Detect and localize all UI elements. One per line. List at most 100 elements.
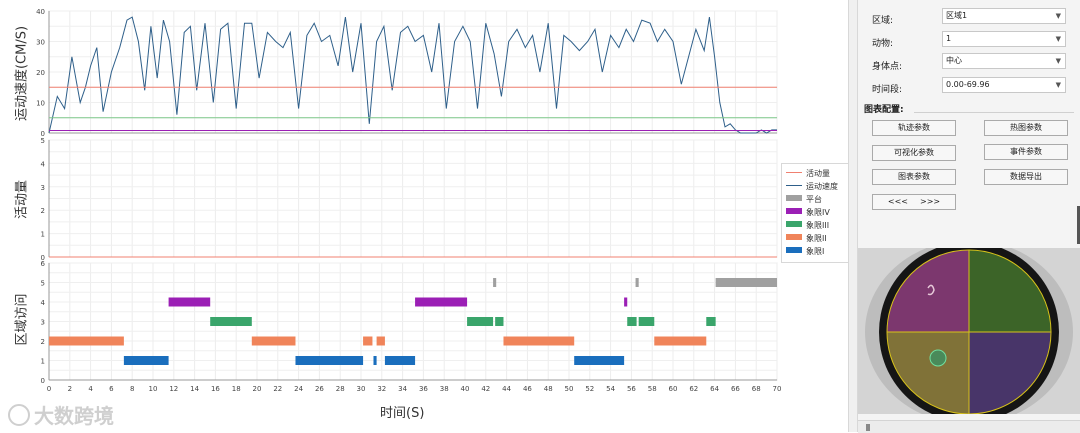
x-tick-label: 38 [440,385,449,393]
legend-swatch [786,221,802,227]
chevron-down-icon: ▼ [1055,81,1061,89]
zone-visit-bar [376,336,385,346]
event-params-button[interactable]: 事件参数 [984,144,1068,160]
chart-area: 0 10 20 30 40 0 1 2 3 4 5 0 1 2 3 4 5 6 0 2 4 6 8 10 12 14 16 18 20 2… [8,8,849,429]
animal-value: 1 [946,34,952,43]
chevron-down-icon: ▼ [1055,35,1061,43]
legend-label: 平台 [806,195,822,204]
body-point-value: 中心 [946,56,962,65]
next-button[interactable]: >>> [920,197,941,206]
watermark-logo-icon [8,403,30,426]
zone-visit-bar [635,278,639,287]
legend-swatch [786,234,802,240]
heatmap-params-button[interactable]: 热图参数 [984,120,1068,136]
panel-splitter[interactable] [848,0,858,432]
y-tick-label: 2 [41,207,45,215]
x-tick-label: 66 [731,385,740,393]
chevron-down-icon: ▼ [1055,57,1061,65]
x-tick-label: 54 [606,385,615,393]
speed-series-line [48,16,777,134]
zone-visit-bar [363,336,373,346]
y-tick-label: 0 [41,377,45,385]
x-tick-label: 42 [481,385,490,393]
zone-visit-bar [467,317,494,326]
x-tick-label: 32 [377,385,386,393]
zone-visit-bar [624,297,628,307]
panel-vscroll[interactable] [1077,206,1080,244]
zone-visit-bar [384,356,416,365]
zone-visit-bar [295,356,364,365]
zone-visit-bar [495,317,504,326]
visual-params-button[interactable]: 可视化参数 [872,145,956,161]
y-tick-label: 3 [41,319,45,327]
track-params-button[interactable]: 轨迹参数 [872,120,956,136]
x-tick-label: 52 [585,385,594,393]
x-tick-label: 40 [461,385,470,393]
x-tick-label: 56 [627,385,636,393]
region-select[interactable]: 区域1 ▼ [942,8,1066,24]
y-tick-label: 0 [41,254,45,262]
y-tick-label: 4 [41,299,46,307]
preview-hscroll[interactable] [858,420,1080,433]
animal-select[interactable]: 1 ▼ [942,31,1066,47]
zone-visit-bar [373,356,377,365]
x-tick-label: 20 [253,385,262,393]
x-tick-label: 60 [669,385,678,393]
x-tick-label: 22 [273,385,282,393]
watermark-text: 大数跨境 [34,404,114,428]
x-tick-label: 12 [169,385,178,393]
time-range-label: 时间段: [872,85,903,95]
y-tick-label: 6 [41,260,46,268]
x-tick-label: 16 [211,385,220,393]
y-tick-label: 5 [41,280,45,288]
x-tick-label: 36 [419,385,428,393]
zone-visit-bar [168,297,211,307]
x-tick-label: 4 [88,385,93,393]
chart-params-button[interactable]: 图表参数 [872,169,956,185]
x-tick-label: 30 [357,385,366,393]
zone-visit-axis-label: 区域访问 [14,293,30,346]
legend-swatch [786,247,802,253]
arena-image [858,248,1080,414]
divider [914,112,1074,113]
zone-visit-bar [715,278,777,287]
x-tick-label: 6 [109,385,114,393]
x-tick-label: 50 [565,385,574,393]
y-tick-label: 20 [36,69,45,77]
x-tick-label: 26 [315,385,324,393]
watermark: 大数跨境 [8,400,114,429]
platform-marker [929,349,947,367]
zone-visit-bar [123,356,169,365]
y-tick-label: 40 [36,8,45,16]
legend-label: 象限III [806,221,830,230]
legend-label: 象限IV [806,208,830,217]
x-tick-label: 62 [689,385,698,393]
zone-visit-bar [251,336,296,346]
x-tick-label: 18 [232,385,241,393]
x-tick-label: 2 [68,385,72,393]
region-value: 区域1 [946,11,968,20]
page-nav-buttons[interactable]: <<< >>> [872,194,956,210]
time-range-select[interactable]: 0.00-69.96 ▼ [942,77,1066,93]
y-tick-label: 4 [41,160,46,168]
legend-label: 活动量 [806,169,830,178]
zone-visit-bar [415,297,468,307]
zone-visit-bar [493,278,497,287]
prev-button[interactable]: <<< [887,197,908,206]
speed-axis-label: 运动速度(CM/S) [14,25,30,122]
export-data-button[interactable]: 数据导出 [984,169,1068,185]
x-tick-label: 24 [294,385,303,393]
x-axis-label: 时间(S) [380,406,425,421]
chart-config-label: 图表配置: [864,105,904,115]
y-tick-label: 0 [41,130,45,138]
body-point-select[interactable]: 中心 ▼ [942,53,1066,69]
zone-visit-bar [706,317,716,326]
x-tick-label: 34 [398,385,407,393]
x-tick-label: 68 [752,385,761,393]
x-tick-label: 14 [190,385,199,393]
x-tick-label: 28 [336,385,345,393]
legend-swatch [786,172,802,173]
y-tick-label: 30 [36,39,45,47]
scroll-thumb[interactable] [866,424,870,431]
